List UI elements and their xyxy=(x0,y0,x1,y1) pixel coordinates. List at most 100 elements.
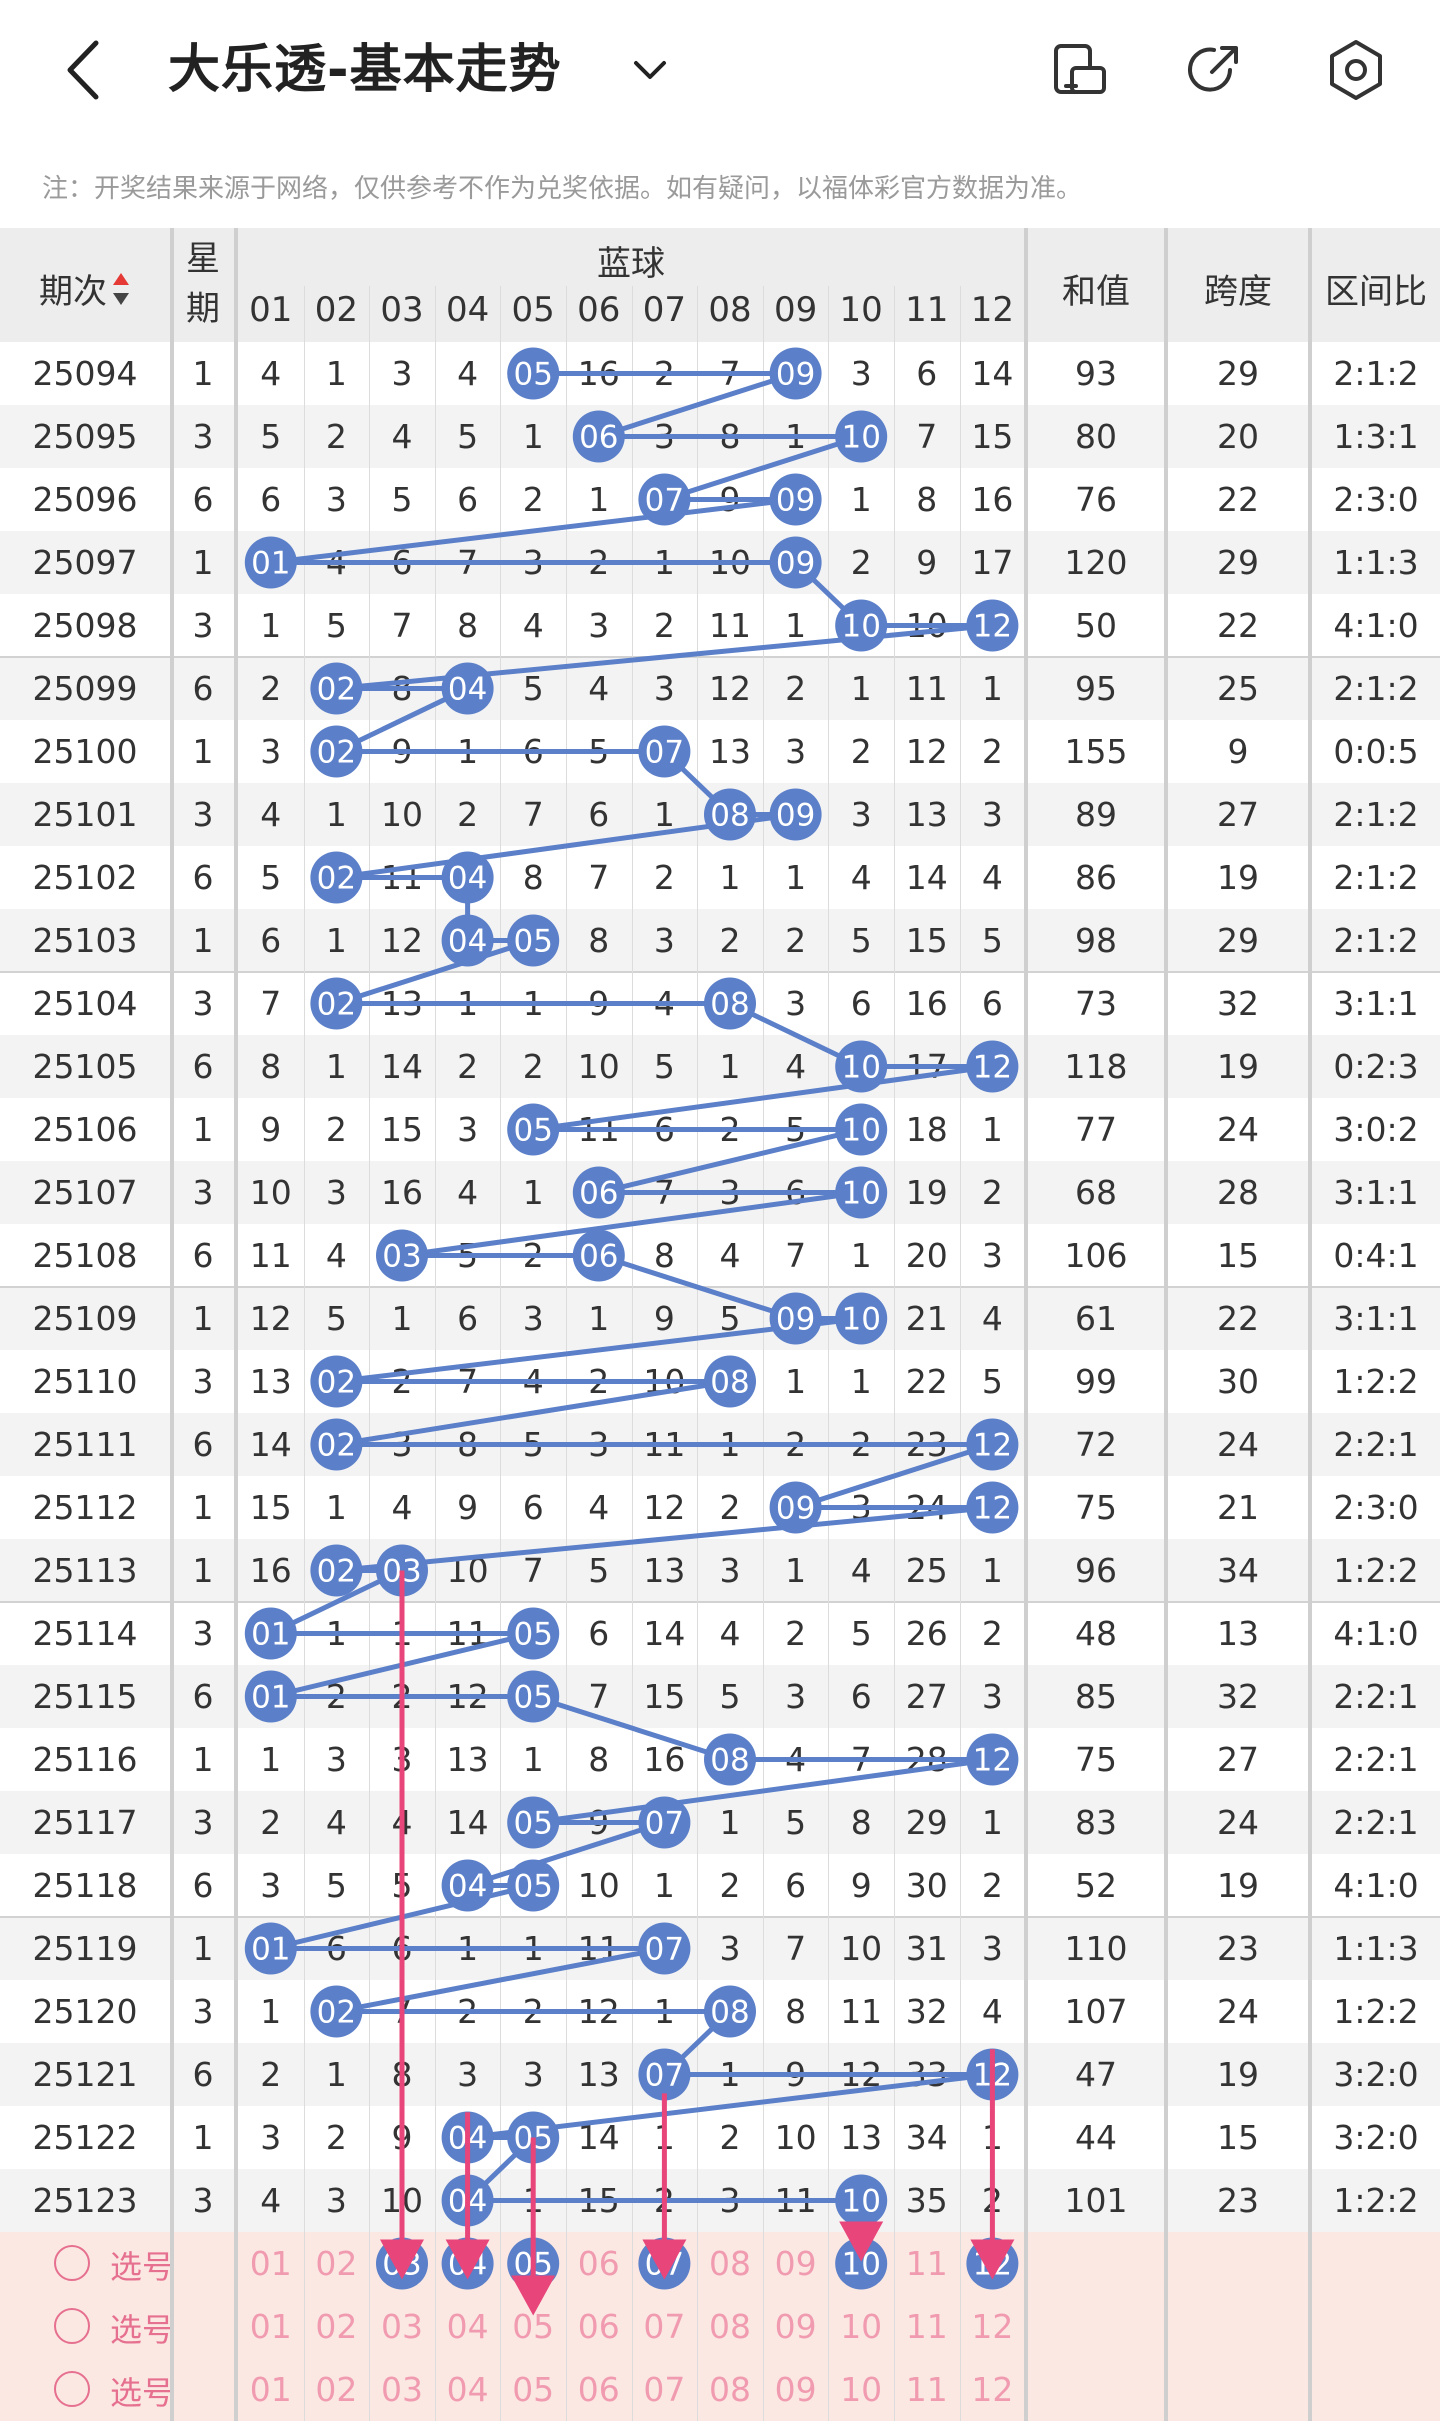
select-number-05[interactable]: 05 xyxy=(512,2370,555,2409)
period-cell: 25110 xyxy=(32,1362,138,1401)
miss-count-cell: 22 xyxy=(905,1362,948,1401)
miss-count-cell: 10 xyxy=(708,543,751,582)
select-number-11[interactable]: 11 xyxy=(905,2307,948,2346)
blue-number-header-10: 10 xyxy=(839,290,883,330)
miss-count-cell: 1 xyxy=(981,1803,1003,1842)
select-number-07[interactable]: 07 xyxy=(643,2370,686,2409)
miss-count-cell: 10 xyxy=(774,2118,817,2157)
miss-count-cell: 9 xyxy=(457,1488,479,1527)
select-label[interactable]: 选号 xyxy=(110,2374,175,2412)
miss-count-cell: 4 xyxy=(981,1299,1003,1338)
miss-count-cell: 3 xyxy=(981,1236,1003,1275)
select-radio[interactable] xyxy=(54,2371,90,2407)
miss-count-cell: 5 xyxy=(588,732,610,771)
miss-count-cell: 4 xyxy=(391,417,413,456)
select-label[interactable]: 选号 xyxy=(110,2311,175,2349)
chevron-down-icon[interactable] xyxy=(628,48,672,92)
select-radio[interactable] xyxy=(54,2308,90,2344)
select-number-03[interactable]: 03 xyxy=(381,2370,423,2409)
miss-count-cell: 21 xyxy=(905,1299,948,1338)
select-number-07[interactable]: 07 xyxy=(643,2307,686,2346)
select-number-04[interactable]: 04 xyxy=(446,2370,489,2409)
select-number-02[interactable]: 02 xyxy=(315,2370,358,2409)
select-number-02[interactable]: 02 xyxy=(315,2244,358,2283)
settings-icon[interactable] xyxy=(1318,32,1394,108)
select-number-05[interactable]: 05 xyxy=(512,2307,555,2346)
miss-count-cell: 2 xyxy=(457,1992,479,2031)
miss-count-cell: 8 xyxy=(588,1740,610,1779)
select-number-08[interactable]: 08 xyxy=(709,2370,751,2409)
weekday-cell: 1 xyxy=(192,2118,214,2157)
select-number-12[interactable]: 12 xyxy=(971,2370,1014,2409)
select-number-04[interactable]: 04 xyxy=(446,2307,489,2346)
period-cell: 25103 xyxy=(32,921,138,960)
select-radio[interactable] xyxy=(54,2245,90,2281)
col-span-header: 跨度 xyxy=(1204,272,1272,312)
weekday-cell: 6 xyxy=(192,480,214,519)
phone-rotate-icon[interactable] xyxy=(1042,32,1118,108)
select-number-06[interactable]: 06 xyxy=(577,2370,620,2409)
miss-count-cell: 6 xyxy=(653,1110,675,1149)
weekday-cell: 1 xyxy=(192,1929,214,1968)
miss-count-cell: 2 xyxy=(522,1047,544,1086)
select-number-08[interactable]: 08 xyxy=(709,2244,751,2283)
miss-count-cell: 6 xyxy=(588,1614,610,1653)
table-row: 25113 1 16 10 7 5 13 3 1 4 25 1 96 34 1:2:2 xyxy=(0,1539,1440,1602)
miss-count-cell: 1 xyxy=(260,1992,282,2031)
miss-count-cell: 5 xyxy=(588,1551,610,1590)
select-number-02[interactable]: 02 xyxy=(315,2307,358,2346)
miss-count-cell: 1 xyxy=(719,1047,741,1086)
select-number-11[interactable]: 11 xyxy=(905,2244,948,2283)
select-number-10[interactable]: 10 xyxy=(840,2307,883,2346)
blue-column-divider xyxy=(369,286,371,2421)
select-number-01[interactable]: 01 xyxy=(249,2307,292,2346)
back-icon[interactable] xyxy=(58,35,114,105)
select-number-06[interactable]: 06 xyxy=(577,2244,620,2283)
period-cell: 25118 xyxy=(32,1866,138,1905)
column-divider xyxy=(1164,228,1168,2421)
select-number-10[interactable]: 10 xyxy=(840,2370,883,2409)
miss-count-cell: 7 xyxy=(260,984,282,1023)
miss-count-cell: 2 xyxy=(785,1425,807,1464)
miss-count-cell: 9 xyxy=(850,1866,872,1905)
period-cell: 25112 xyxy=(32,1488,138,1527)
weekday-cell: 3 xyxy=(192,1803,214,1842)
col-period-header[interactable]: 期次 xyxy=(0,264,170,316)
miss-count-cell: 1 xyxy=(981,1110,1003,1149)
share-icon[interactable] xyxy=(1176,32,1252,108)
col-sum-header: 和值 xyxy=(1062,272,1130,312)
miss-count-cell: 3 xyxy=(325,2181,347,2220)
span-cell: 24 xyxy=(1217,1992,1259,2031)
select-number-09[interactable]: 09 xyxy=(774,2244,817,2283)
select-number-08[interactable]: 08 xyxy=(709,2307,751,2346)
select-number-11[interactable]: 11 xyxy=(905,2370,948,2409)
miss-count-cell: 5 xyxy=(325,1299,347,1338)
sort-icon[interactable] xyxy=(111,271,131,316)
miss-count-cell: 1 xyxy=(588,480,610,519)
select-label[interactable]: 选号 xyxy=(110,2248,175,2286)
page-title: 大乐透-基本走势 xyxy=(168,40,562,100)
miss-count-cell: 4 xyxy=(391,1803,413,1842)
select-number-09[interactable]: 09 xyxy=(774,2307,817,2346)
blue-column-divider xyxy=(959,286,961,2421)
miss-count-cell: 1 xyxy=(653,543,675,582)
miss-count-cell: 2 xyxy=(719,1110,741,1149)
miss-count-cell: 3 xyxy=(588,1425,610,1464)
miss-count-cell: 14 xyxy=(905,858,948,897)
select-number-12[interactable]: 12 xyxy=(971,2307,1014,2346)
miss-count-cell: 14 xyxy=(446,1803,489,1842)
miss-count-cell: 7 xyxy=(850,1740,872,1779)
select-number-01[interactable]: 01 xyxy=(249,2370,292,2409)
miss-count-cell: 6 xyxy=(391,543,413,582)
miss-count-cell: 4 xyxy=(653,984,675,1023)
select-number-09[interactable]: 09 xyxy=(774,2370,817,2409)
weekday-cell: 6 xyxy=(192,1866,214,1905)
sum-cell: 86 xyxy=(1075,858,1117,897)
select-number-01[interactable]: 01 xyxy=(249,2244,292,2283)
miss-count-cell: 7 xyxy=(457,543,479,582)
blue-number-header-09: 09 xyxy=(773,290,818,330)
ratio-cell: 1:2:2 xyxy=(1333,2181,1419,2220)
select-number-06[interactable]: 06 xyxy=(577,2307,620,2346)
select-number-03[interactable]: 03 xyxy=(381,2307,423,2346)
miss-count-cell: 5 xyxy=(260,417,282,456)
